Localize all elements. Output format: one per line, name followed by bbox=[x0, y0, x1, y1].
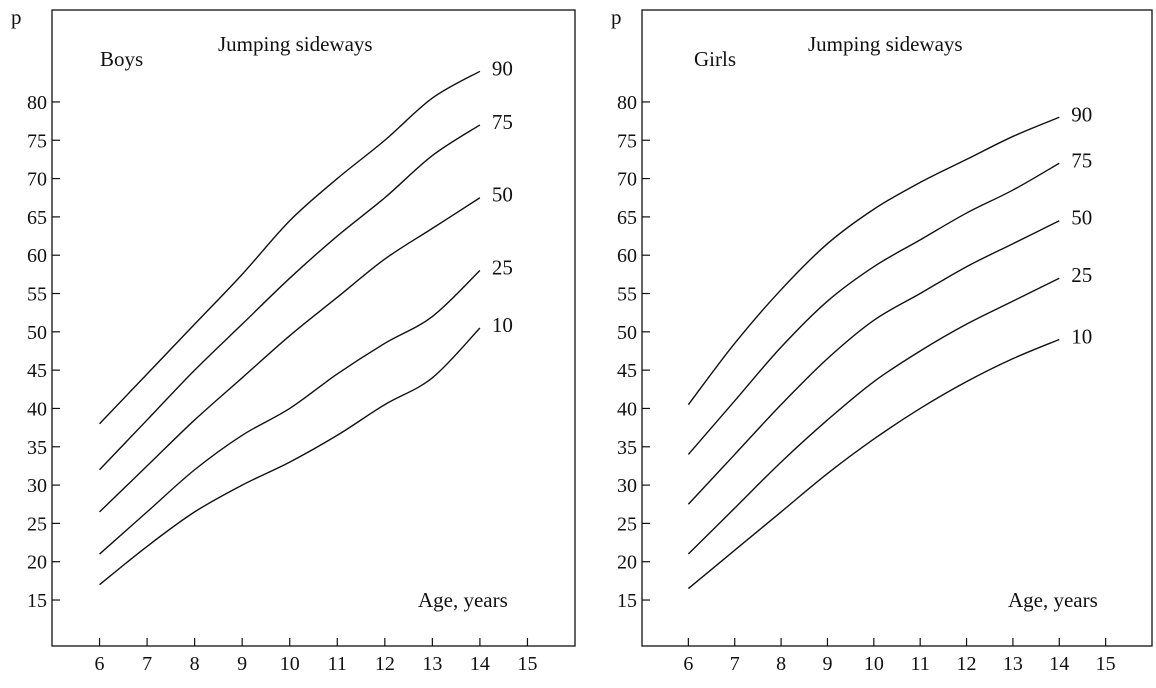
boys-y-tick-label: 55 bbox=[27, 284, 47, 306]
girls-x-tick-label: 10 bbox=[864, 653, 884, 675]
girls-x-tick-label: 7 bbox=[730, 653, 740, 675]
boys-x-tick-label: 9 bbox=[237, 653, 247, 675]
girls-x-tick-label: 14 bbox=[1049, 653, 1069, 675]
girls-group-label: Girls bbox=[694, 47, 736, 71]
girls-y-tick-label: 60 bbox=[617, 245, 637, 267]
girls-plot-frame bbox=[641, 9, 1153, 647]
girls-x-tick-label: 11 bbox=[911, 653, 930, 675]
boys-group-label: Boys bbox=[100, 47, 143, 71]
boys-y-tick-label: 65 bbox=[27, 207, 47, 229]
girls-x-tick-label: 9 bbox=[822, 653, 832, 675]
girls-chart-panel: 15 20 25 30 35 40 45 50 55 60 65 70 75 80 6 7 8 9 10 11 12 13… bbox=[611, 5, 1153, 675]
boys-x-tick-label: 8 bbox=[190, 653, 200, 675]
girls-y-tick-label: 35 bbox=[617, 437, 637, 459]
boys-y-tick-label: 45 bbox=[27, 360, 47, 382]
girls-y-tick-label: 70 bbox=[617, 169, 637, 191]
boys-plot-frame bbox=[51, 9, 576, 647]
boys-x-tick-label: 7 bbox=[142, 653, 152, 675]
girls-x-tick-label: 12 bbox=[957, 653, 977, 675]
girls-y-tick-label: 55 bbox=[617, 284, 637, 306]
boys-y-tick-label: 25 bbox=[27, 513, 47, 535]
boys-y-tick-label: 30 bbox=[27, 475, 47, 497]
girls-x-tick-label: 15 bbox=[1096, 653, 1116, 675]
boys-x-tick-label: 10 bbox=[280, 653, 300, 675]
boys-y-tick-label: 50 bbox=[27, 322, 47, 344]
boys-percentile-90-line bbox=[99, 70, 481, 425]
boys-x-tick-label: 15 bbox=[517, 653, 537, 675]
boys-x-tick-label: 6 bbox=[95, 653, 105, 675]
boys-percentile-25-label: 25 bbox=[492, 256, 513, 280]
boys-percentile-10-label: 10 bbox=[492, 313, 513, 337]
boys-percentile-90-label: 90 bbox=[492, 56, 513, 80]
girls-y-tick-label: 15 bbox=[617, 590, 637, 612]
boys-y-tick-label: 80 bbox=[27, 92, 47, 114]
girls-y-tick-label: 40 bbox=[617, 398, 637, 420]
boys-percentile-25-line bbox=[99, 270, 481, 555]
girls-y-tick-label: 20 bbox=[617, 552, 637, 574]
boys-x-axis-label: Age, years bbox=[418, 588, 508, 612]
boys-chart-title: Jumping sideways bbox=[218, 32, 373, 56]
girls-percentile-75-label: 75 bbox=[1071, 148, 1092, 172]
boys-percentile-75-label: 75 bbox=[492, 110, 513, 134]
boys-percentile-50-line bbox=[99, 197, 481, 513]
girls-y-tick-label: 75 bbox=[617, 130, 637, 152]
girls-chart-title: Jumping sideways bbox=[808, 32, 963, 56]
girls-y-tick-label: 80 bbox=[617, 92, 637, 114]
girls-x-tick-label: 13 bbox=[1003, 653, 1023, 675]
boys-percentile-10-line bbox=[99, 327, 481, 586]
boys-percentile-75-line bbox=[99, 124, 481, 471]
girls-percentile-25-line bbox=[687, 277, 1060, 555]
girls-percentile-50-label: 50 bbox=[1071, 206, 1092, 230]
girls-x-tick-label: 6 bbox=[683, 653, 693, 675]
boys-percentile-50-label: 50 bbox=[492, 183, 513, 207]
girls-percentile-50-line bbox=[687, 220, 1060, 505]
girls-percentile-90-label: 90 bbox=[1071, 102, 1092, 126]
girls-y-tick-label: 25 bbox=[617, 513, 637, 535]
boys-x-tick-label: 14 bbox=[470, 653, 490, 675]
boys-y-tick-label: 60 bbox=[27, 245, 47, 267]
boys-x-tick-label: 12 bbox=[375, 653, 395, 675]
boys-y-tick-label: 70 bbox=[27, 169, 47, 191]
boys-y-tick-label: 75 bbox=[27, 130, 47, 152]
girls-y-axis-label: p bbox=[611, 5, 622, 29]
girls-y-tick-label: 45 bbox=[617, 360, 637, 382]
boys-y-tick-label: 20 bbox=[27, 552, 47, 574]
girls-y-tick-label: 65 bbox=[617, 207, 637, 229]
boys-x-tick-label: 11 bbox=[328, 653, 347, 675]
girls-percentile-10-label: 10 bbox=[1071, 324, 1092, 348]
girls-percentile-10-line bbox=[687, 338, 1060, 590]
girls-percentile-90-line bbox=[687, 116, 1060, 406]
girls-x-axis-label: Age, years bbox=[1008, 588, 1098, 612]
girls-percentile-75-line bbox=[687, 162, 1060, 455]
boys-x-tick-label: 13 bbox=[422, 653, 442, 675]
girls-x-tick-label: 8 bbox=[776, 653, 786, 675]
girls-y-tick-label: 30 bbox=[617, 475, 637, 497]
girls-y-tick-label: 50 bbox=[617, 322, 637, 344]
boys-y-axis-label: p bbox=[11, 5, 22, 29]
boys-y-tick-label: 15 bbox=[27, 590, 47, 612]
boys-y-tick-label: 35 bbox=[27, 437, 47, 459]
boys-chart-panel: 15 20 25 30 35 40 45 50 55 60 65 70 75 80 6 7 8 9 10 11 12 13… bbox=[11, 5, 576, 675]
boys-y-tick-label: 40 bbox=[27, 398, 47, 420]
girls-percentile-25-label: 25 bbox=[1071, 263, 1092, 287]
